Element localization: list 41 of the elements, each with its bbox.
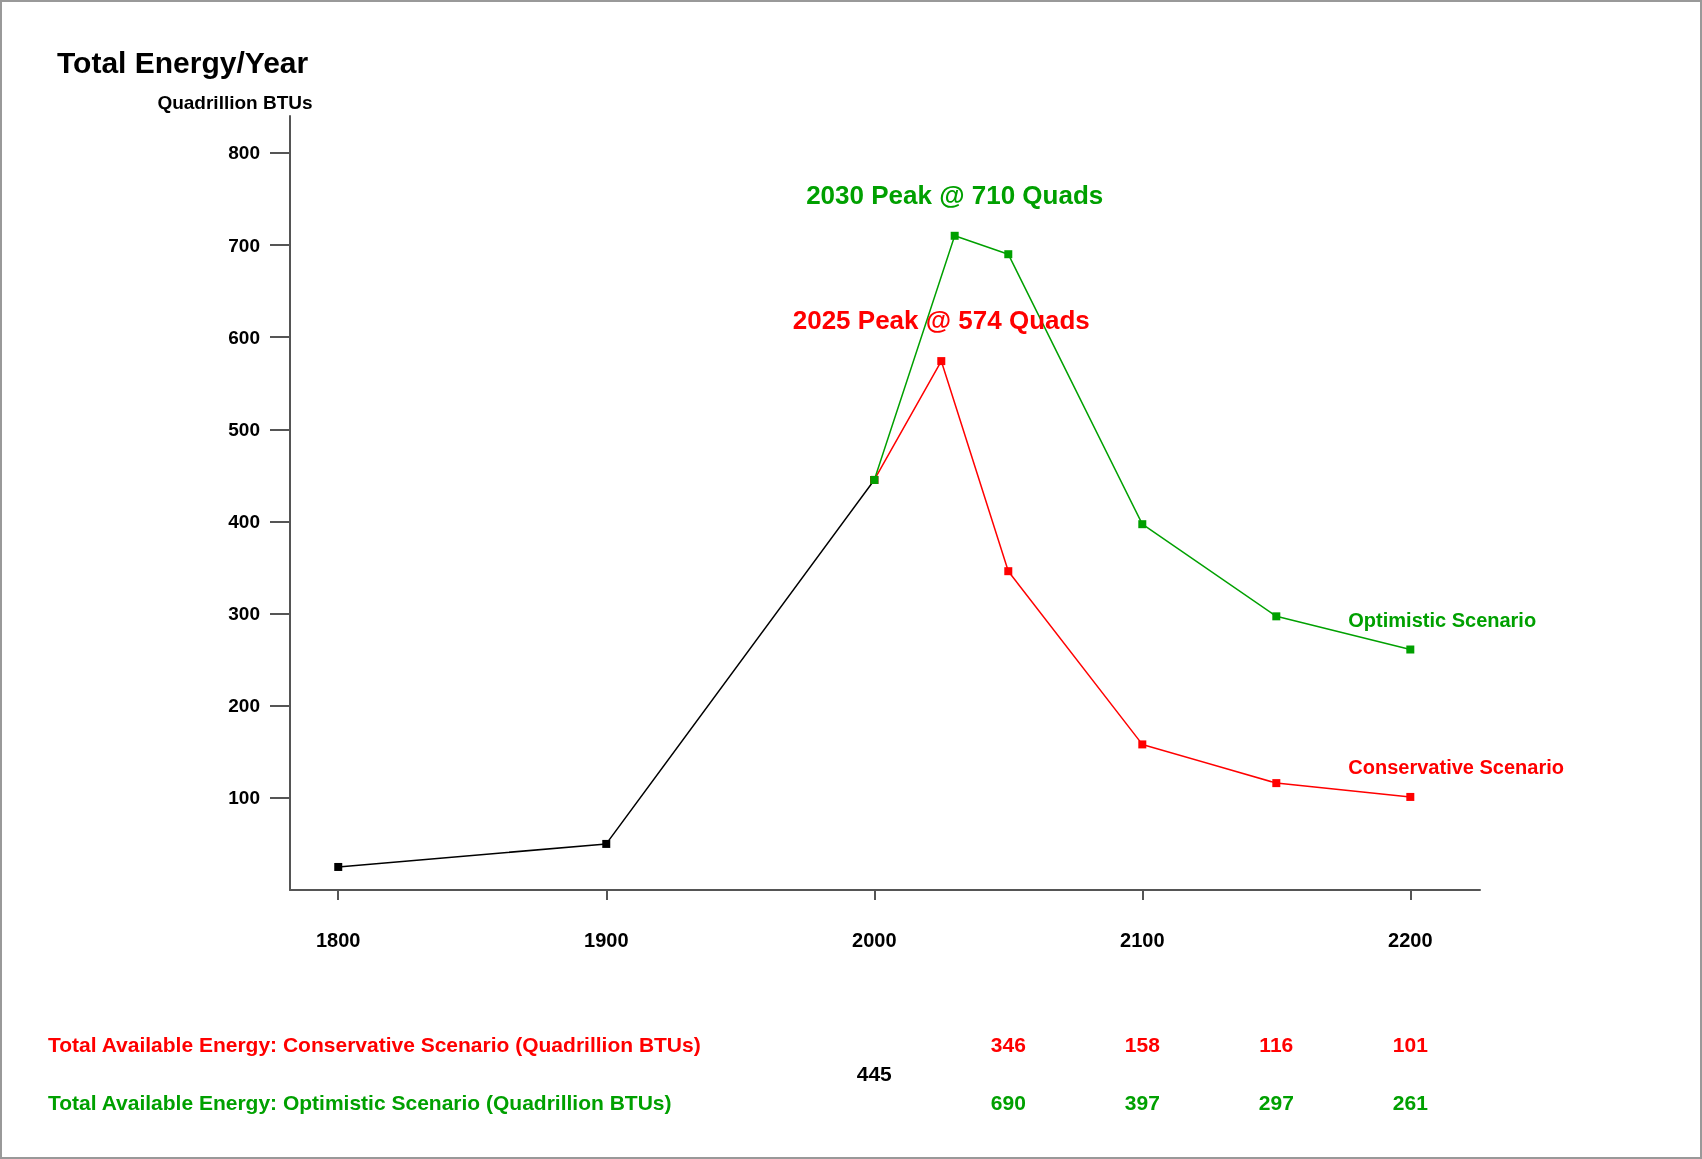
point <box>950 231 959 240</box>
y-tick-label: 600 <box>228 326 260 348</box>
point <box>602 839 611 848</box>
text: 690 <box>990 1090 1026 1114</box>
point <box>1406 792 1415 801</box>
text: 297 <box>1258 1090 1294 1114</box>
text: 397 <box>1124 1090 1160 1114</box>
point <box>1272 612 1281 621</box>
text: 101 <box>1392 1032 1429 1056</box>
x-tick-label: 2200 <box>1388 929 1433 951</box>
point <box>937 357 946 366</box>
point <box>1004 567 1013 576</box>
text: 261 <box>1392 1090 1429 1114</box>
series-label: Conservative Scenario <box>1348 755 1564 778</box>
chart-title: Total Energy/Year <box>57 45 309 79</box>
text: Total Available Energy: Optimistic Scenario (Quadrillion BTUs) <box>48 1090 672 1114</box>
point <box>1406 645 1415 654</box>
text: 158 <box>1124 1032 1161 1056</box>
x-tick-label: 1800 <box>315 929 361 951</box>
x-tick-label: 2000 <box>852 929 897 951</box>
y-tick-label: 300 <box>228 603 260 625</box>
point <box>334 862 343 871</box>
point <box>1004 250 1013 259</box>
y-axis-title: Quadrillion BTUs <box>157 92 313 113</box>
series-label: Optimistic Scenario <box>1348 608 1537 631</box>
x-tick-label: 2100 <box>1120 929 1165 951</box>
y-tick-label: 500 <box>228 418 260 440</box>
y-tick-label: 400 <box>228 510 260 532</box>
point <box>1138 740 1147 749</box>
text: 346 <box>990 1032 1026 1056</box>
y-tick-label: 200 <box>228 695 260 717</box>
annotation: 2030 Peak @ 710 Quads <box>806 179 1104 210</box>
point <box>1138 520 1147 529</box>
y-tick-label: 700 <box>228 234 260 256</box>
text: 116 <box>1259 1032 1294 1056</box>
x-tick-label: 1900 <box>584 929 629 951</box>
y-tick-label: 100 <box>228 787 260 809</box>
text: Total Available Energy: Conservative Scenario (Quadrillion BTUs) <box>48 1032 701 1056</box>
y-tick-label: 800 <box>228 142 260 164</box>
point <box>1272 779 1281 788</box>
text: 445 <box>856 1061 893 1085</box>
